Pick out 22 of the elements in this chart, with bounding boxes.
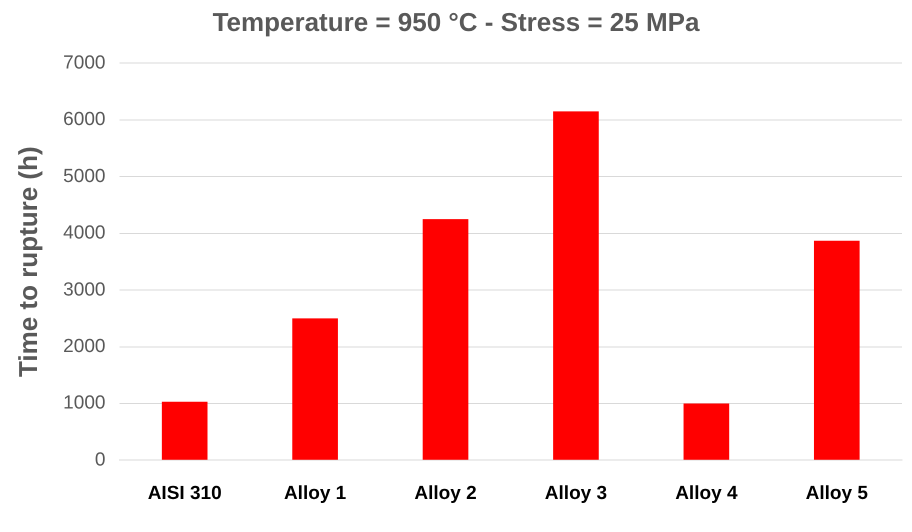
y-tick-label: 4000 [63, 222, 106, 244]
x-tick-label: Alloy 4 [675, 482, 738, 504]
y-tick-label: 0 [94, 449, 106, 470]
y-axis-title: Time to rupture (h) [12, 146, 43, 378]
y-tick-label: 5000 [63, 166, 106, 187]
y-tick-label: 1000 [63, 392, 106, 414]
bar [814, 240, 860, 460]
x-tick-label: Alloy 1 [284, 482, 347, 504]
y-tick-label: 7000 [63, 52, 106, 74]
x-tick-label: Alloy 3 [544, 482, 608, 504]
y-tick-label: 2000 [63, 336, 106, 358]
x-tick-label: Alloy 5 [806, 482, 868, 504]
bar [292, 318, 338, 460]
x-tick-label: Alloy 2 [414, 482, 477, 504]
y-tick-label: 3000 [63, 279, 106, 300]
bar [684, 403, 730, 460]
bar [553, 111, 599, 460]
x-tick-label: AISI 310 [148, 482, 222, 504]
y-tick-label: 6000 [63, 109, 106, 130]
bar [422, 219, 468, 460]
chart-title: Temperature = 950 °C - Stress = 25 MPa [212, 6, 700, 37]
bar [162, 402, 208, 460]
